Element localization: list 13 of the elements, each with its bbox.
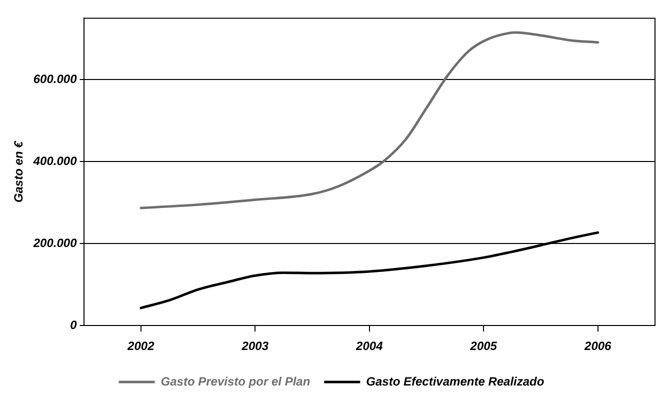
line-series: [140, 31, 600, 210]
y-tick-label: 400.000: [32, 154, 78, 168]
x-tick-label: 2003: [240, 339, 269, 354]
x-tick-label: 2002: [126, 339, 155, 354]
x-tick-label: 2004: [355, 339, 384, 354]
y-tick-label: 600.000: [33, 72, 78, 86]
legend-label: Gasto Previsto por el Plan: [160, 374, 310, 388]
legend-label: Gasto Efectivamente Realizado: [366, 374, 544, 388]
x-tick-label: 2005: [469, 339, 498, 354]
y-tick-label: 0: [70, 318, 78, 332]
y-tick-label: 200.000: [32, 236, 78, 250]
y-axis-title: Gasto en €: [12, 140, 26, 203]
x-tick-label: 2006: [584, 339, 612, 354]
